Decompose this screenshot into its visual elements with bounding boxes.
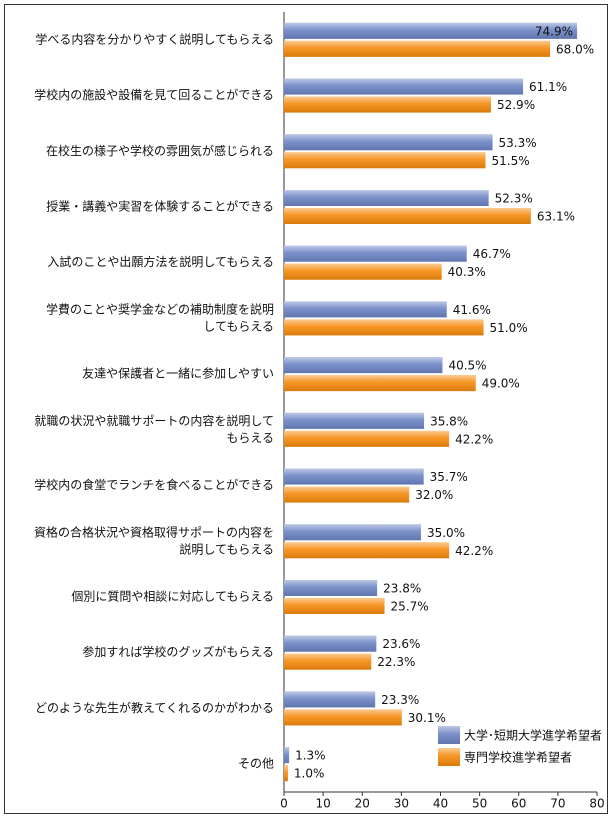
legend-label: 専門学校進学希望者: [464, 750, 572, 765]
bar-shine: [284, 524, 421, 541]
bar-shine: [284, 96, 491, 113]
bar-shine: [284, 709, 402, 726]
bar-shine: [284, 40, 551, 57]
bar-shine: [284, 412, 425, 429]
value-label: 32.0%: [415, 488, 453, 502]
value-label: 41.6%: [453, 303, 491, 317]
y-tick-label: 学校内の食堂でランチを食べることができる: [34, 477, 274, 492]
x-tick-label: 30: [394, 797, 409, 811]
bar-shine: [284, 208, 531, 224]
legend-shine: [438, 748, 460, 766]
value-label: 35.0%: [427, 526, 465, 540]
value-label: 35.8%: [430, 414, 468, 428]
x-tick-label: 40: [433, 797, 448, 811]
value-label: 23.6%: [382, 637, 420, 651]
value-label: 61.1%: [529, 80, 567, 94]
y-tick-label: もらえる: [226, 431, 274, 445]
bar-shine: [284, 22, 578, 39]
value-label: 40.5%: [448, 359, 486, 373]
bar-shine: [284, 190, 489, 206]
bar-shine: [284, 653, 372, 670]
bar-shine: [284, 747, 290, 764]
value-label: 42.2%: [455, 432, 493, 446]
legend-shine: [438, 726, 460, 744]
bar-shine: [284, 691, 376, 708]
x-tick-label: 0: [280, 797, 288, 811]
value-label: 68.0%: [556, 42, 594, 56]
bar-shine: [284, 468, 424, 485]
bar-shine: [284, 375, 476, 392]
y-tick-label: 個別に質問や相談に対応してもらえる: [71, 589, 274, 604]
bar-shine: [284, 245, 467, 262]
y-tick-label: 学べる内容を分かりやすく説明してもらえる: [35, 31, 274, 46]
value-label: 42.2%: [455, 544, 493, 558]
bar-shine: [284, 430, 450, 447]
y-tick-label: 友達や保護者と一緒に参加しやすい: [82, 366, 274, 381]
y-tick-label: 説明してもらえる: [179, 541, 274, 556]
bar-shine: [284, 635, 377, 652]
bar-shine: [284, 486, 410, 503]
value-label: 40.3%: [448, 265, 486, 279]
value-label: 22.3%: [377, 655, 415, 669]
value-label: 51.0%: [490, 321, 528, 335]
x-tick-label: 60: [511, 797, 526, 811]
value-label: 23.8%: [383, 582, 421, 596]
bar-shine: [284, 542, 450, 559]
value-label: 52.9%: [497, 98, 535, 112]
value-label: 25.7%: [391, 600, 429, 614]
value-label: 74.9%: [535, 24, 573, 38]
y-tick-label: 参加すれば学校のグッズがもらえる: [82, 644, 274, 659]
y-tick-label: 入試のことや出願方法を説明してもらえる: [47, 254, 274, 269]
value-label: 35.7%: [430, 470, 468, 484]
bar-shine: [284, 357, 443, 374]
legend-label: 大学･短期大学進学希望者: [464, 728, 602, 743]
y-tick-label: どのような先生が教えてくれるのかがわかる: [35, 700, 274, 715]
value-label: 30.1%: [408, 711, 446, 725]
value-label: 63.1%: [537, 210, 575, 224]
y-tick-label: その他: [238, 757, 274, 771]
y-tick-label: してもらえる: [203, 319, 274, 333]
x-tick-label: 50: [472, 797, 487, 811]
value-label: 53.3%: [499, 136, 537, 150]
bar-shine: [284, 134, 493, 151]
value-label: 46.7%: [473, 247, 511, 261]
value-label: 51.5%: [491, 154, 529, 168]
bar-shine: [284, 78, 524, 95]
y-tick-label: 学校内の施設や設備を見て回ることができる: [34, 87, 274, 102]
y-tick-label: 資格の合格状況や資格取得サポートの内容を: [34, 524, 274, 539]
x-tick-label: 10: [315, 797, 330, 811]
bar-shine: [284, 580, 378, 596]
y-tick-label: 学費のことや奨学金などの補助制度を説明: [46, 301, 274, 316]
value-label: 23.3%: [381, 693, 419, 707]
y-tick-label: 就職の状況や就職サポートの内容を説明して: [34, 413, 274, 428]
x-tick-label: 80: [589, 797, 604, 811]
value-label: 1.3%: [295, 749, 326, 763]
x-tick-label: 20: [355, 797, 370, 811]
bar-shine: [284, 152, 486, 169]
x-tick-label: 70: [550, 797, 565, 811]
bar-shine: [284, 765, 288, 782]
value-label: 1.0%: [294, 767, 325, 781]
bar-shine: [284, 319, 484, 336]
value-label: 52.3%: [495, 192, 533, 206]
y-tick-label: 授業・講義や実習を体験することができる: [46, 199, 274, 214]
bar-shine: [284, 301, 447, 318]
frame: [4, 4, 608, 814]
bar-shine: [284, 263, 442, 280]
y-tick-label: 在校生の様子や学校の雰囲気が感じられる: [46, 143, 274, 158]
bar-shine: [284, 598, 385, 614]
value-label: 49.0%: [482, 377, 520, 391]
